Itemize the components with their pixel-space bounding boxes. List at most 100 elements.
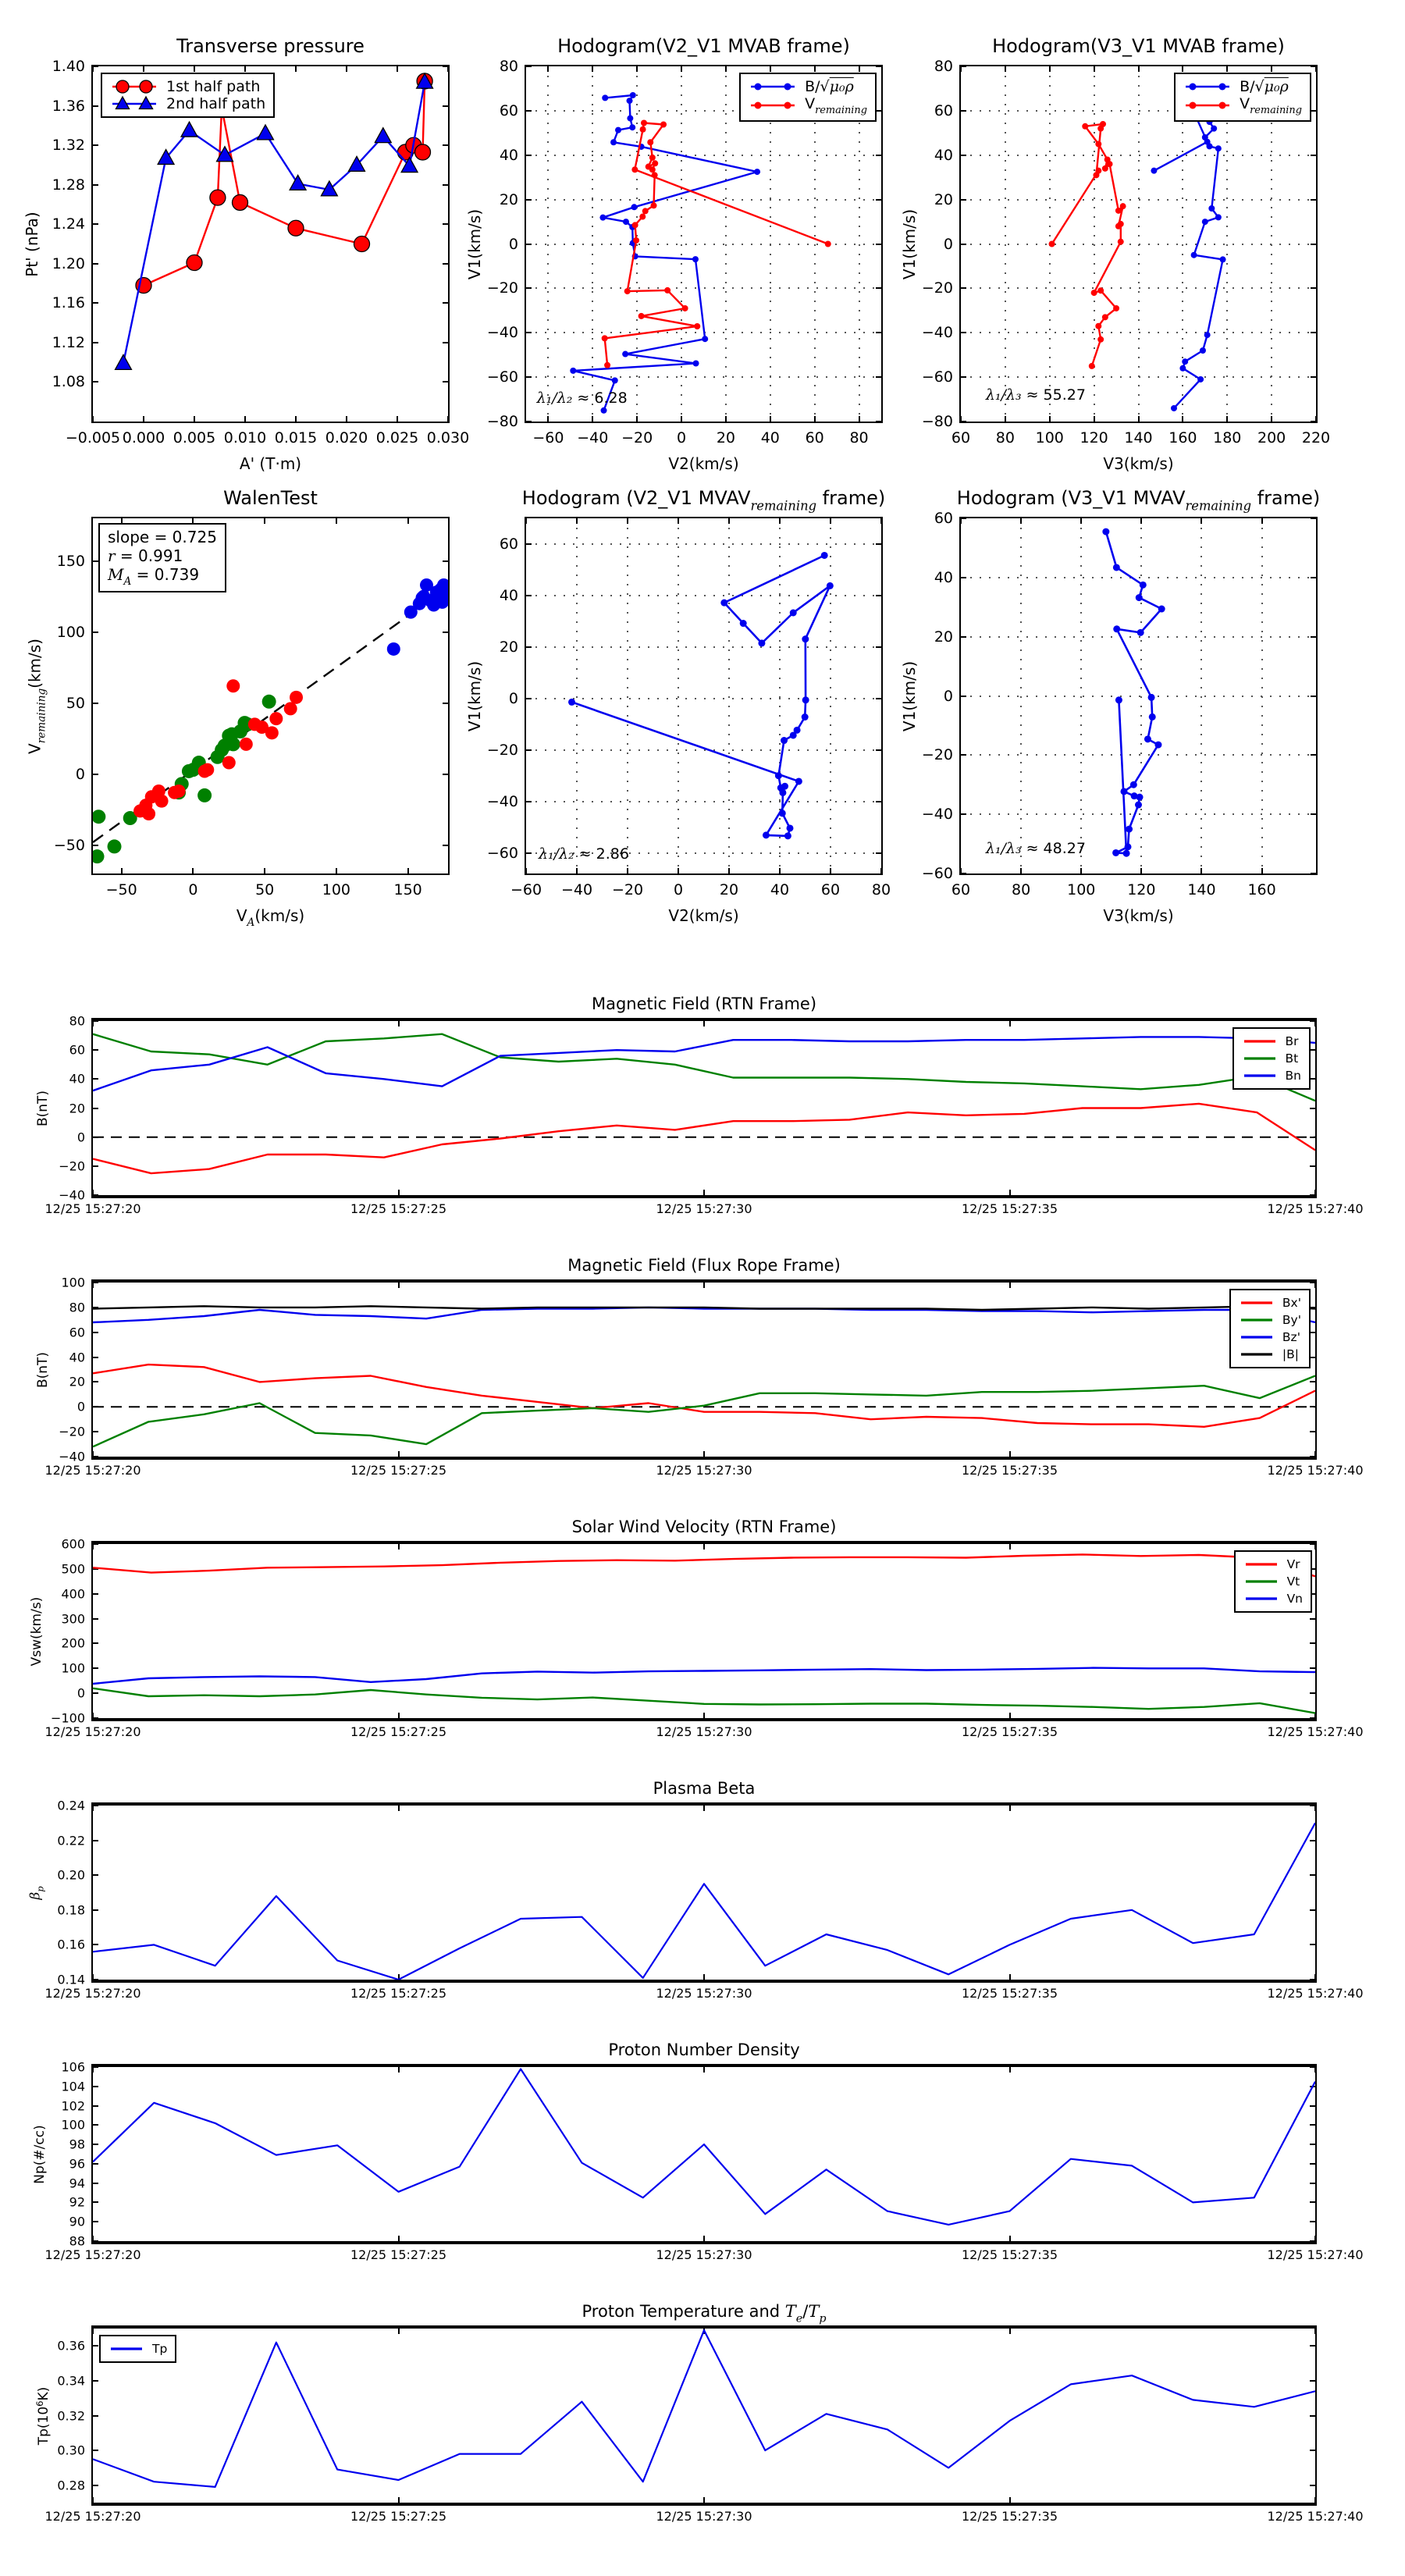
tick-mark <box>93 2345 98 2347</box>
x-tick-label: 180 <box>1213 429 1242 447</box>
data-point <box>1218 83 1226 91</box>
tick-mark <box>93 1874 98 1877</box>
data-point <box>1144 735 1151 743</box>
tick-mark <box>397 2236 400 2241</box>
tick-mark <box>1311 287 1316 290</box>
x-tick-label: 150 <box>393 881 422 898</box>
data-point <box>600 407 607 414</box>
data-point <box>622 350 629 358</box>
tick-mark <box>93 1839 98 1841</box>
tick-mark <box>93 1617 98 1620</box>
data-point <box>222 756 236 770</box>
chart-title: Hodogram(V2_V1 MVAB frame) <box>557 35 850 57</box>
tick-mark <box>93 1567 98 1570</box>
tick-mark <box>1310 1567 1315 1570</box>
series-line-beta_p <box>93 1822 1315 1980</box>
series-line-B/√μ₀ρ <box>1153 96 1224 409</box>
tick-mark <box>443 183 448 186</box>
legend-sample <box>1245 1563 1277 1566</box>
tick-mark <box>1310 2345 1315 2347</box>
grid-line <box>526 749 881 751</box>
tick-mark <box>1310 2124 1315 2126</box>
legend-label: Vremaining <box>1240 95 1302 116</box>
series-line-Vremaining <box>603 122 829 365</box>
legend: Tp <box>99 2335 177 2363</box>
tick-mark <box>92 1713 94 1718</box>
tick-mark <box>876 154 881 156</box>
tick-mark <box>960 66 962 72</box>
chart-title: Solar Wind Velocity (RTN Frame) <box>571 1517 837 1536</box>
data-point <box>802 696 809 704</box>
tick-mark <box>1310 1078 1315 1080</box>
data-point <box>570 367 577 374</box>
x-tick-label: 12/25 15:27:25 <box>350 1724 447 1739</box>
tick-mark <box>961 109 966 112</box>
tick-mark <box>1310 1944 1315 1946</box>
data-point <box>784 83 791 91</box>
grid-line <box>526 376 881 379</box>
tick-mark <box>447 66 449 72</box>
y-tick-label: 98 <box>69 2137 85 2152</box>
x-tick-label: 12/25 15:27:20 <box>44 2247 141 2262</box>
data-point <box>142 807 156 821</box>
x-tick-label: 40 <box>760 429 780 447</box>
x-tick-label: 60 <box>951 429 971 447</box>
tick-mark <box>92 1021 94 1026</box>
lambda-annotation: λ₁/λ₂ ≈ 2.86 <box>538 845 629 863</box>
x-tick-label: 12/25 15:27:40 <box>1267 2509 1364 2524</box>
tick-mark <box>526 109 532 112</box>
x-tick-label: 100 <box>1067 881 1096 898</box>
data-point <box>1112 564 1120 571</box>
tick-mark <box>678 518 679 524</box>
series-line-2nd half path <box>122 81 426 364</box>
legend-label: Vr <box>1286 1557 1300 1571</box>
data-point <box>647 139 654 146</box>
data-point <box>1215 214 1222 221</box>
data-point <box>419 578 433 592</box>
data-point <box>762 831 770 839</box>
tick-mark <box>295 416 297 422</box>
legend-entry: 1st half path <box>110 78 265 95</box>
tick-mark <box>397 2067 400 2073</box>
x-tick-label: 120 <box>1127 881 1156 898</box>
tick-mark <box>876 66 881 67</box>
tick-mark <box>1310 2105 1315 2107</box>
tick-mark <box>93 381 98 383</box>
data-point <box>1135 594 1143 602</box>
tick-mark <box>93 1944 98 1946</box>
tick-mark <box>1314 2329 1316 2334</box>
data-point <box>633 237 640 244</box>
tick-mark <box>961 635 966 638</box>
tick-mark <box>1310 2414 1315 2417</box>
legend-label: Bn <box>1285 1069 1301 1083</box>
tick-mark <box>1310 1406 1315 1408</box>
x-axis-label: V3(km/s) <box>1103 454 1174 473</box>
y-tick-label: 40 <box>934 146 953 164</box>
y-tick-label: 60 <box>934 510 953 527</box>
series-line-V <box>571 554 831 838</box>
x-tick-label: 0.005 <box>173 429 216 447</box>
x-tick-label: 60 <box>805 429 824 447</box>
tick-mark <box>876 800 881 802</box>
legend-label: Bt <box>1285 1051 1299 1066</box>
data-point <box>415 72 434 89</box>
grid-line <box>526 852 881 854</box>
legend-entry: |B| <box>1239 1346 1301 1363</box>
data-point <box>254 720 269 735</box>
data-point <box>754 169 761 176</box>
grid-line <box>526 198 881 201</box>
y-tick-label: −40 <box>59 1187 85 1203</box>
panel-hodogram-v2v1-mvav: −60 −40 −20 0 20 40 60 80 −60 −40 −20 0 20 40 60 Hodogr… <box>465 487 891 925</box>
tick-mark <box>93 1592 98 1595</box>
tick-mark <box>1226 66 1229 72</box>
tick-mark <box>93 1642 98 1645</box>
y-axis-label: Vremaining(km/s) <box>25 638 48 754</box>
x-tick-label: −50 <box>105 881 137 898</box>
tick-mark <box>1311 198 1316 201</box>
data-point <box>114 354 133 371</box>
x-tick-label: 80 <box>1012 881 1031 898</box>
tick-mark <box>93 1717 98 1719</box>
tick-mark <box>1310 1667 1315 1670</box>
series-line-Vremaining <box>1051 123 1124 367</box>
legend: 1st half path 2nd half path <box>101 73 276 118</box>
